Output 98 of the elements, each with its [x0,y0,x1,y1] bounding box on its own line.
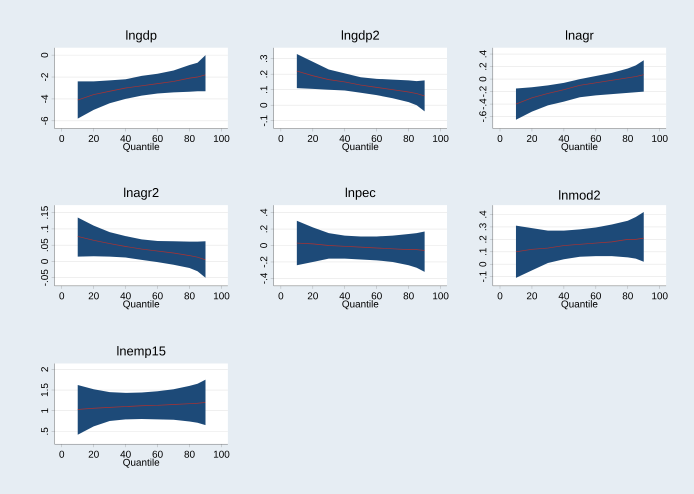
x-tick-label: 80 [184,292,195,300]
x-axis-title: Quantile [123,458,160,468]
x-tick-label: 80 [184,450,195,458]
x-tick-label: 20 [88,450,99,458]
x-tick-label: 80 [184,134,195,142]
y-tick-label: .1 [260,86,268,93]
x-tick-label: 40 [339,292,350,300]
x-tick-label: 60 [372,134,382,142]
x-axis-title: Quantile [123,300,160,310]
y-tick-label: -6 [41,116,48,125]
chart-title: lngdp2 [342,30,380,42]
y-tick-label: -.6 [479,111,486,122]
x-tick-label: 0 [498,134,502,142]
x-axis-title: Quantile [342,300,378,310]
x-tick-label: 100 [214,450,230,458]
x-tick-label: 80 [404,292,414,300]
y-tick-label: 1 [41,408,48,413]
line-series [516,238,644,252]
x-tick-label: 20 [526,292,538,300]
chart-title: lnpec [346,188,376,200]
x-tick-label: 80 [404,134,414,142]
x-axis-title: Quantile [342,142,378,152]
y-tick-label: -.1 [479,271,486,282]
x-tick-label: 60 [590,134,601,142]
y-tick-label: .2 [479,62,486,70]
x-tick-label: 60 [152,450,163,458]
x-tick-label: 100 [652,292,668,300]
x-tick-label: 20 [308,134,318,142]
y-tick-label: -4 [41,94,48,103]
y-tick-label: 0 [260,243,268,248]
chart-title: lnagr2 [124,188,158,200]
x-tick-label: 100 [214,292,230,300]
y-tick-label: .2 [260,225,268,232]
y-tick-label: -2 [41,73,48,82]
x-tick-label: 80 [622,134,633,142]
x-tick-label: 40 [120,450,131,458]
x-tick-label: 80 [622,292,633,300]
chart-title: lngdp [126,30,156,42]
y-tick-label: .4 [479,50,486,58]
y-tick-label: 0 [479,262,486,267]
x-tick-label: 20 [88,134,99,142]
y-tick-label: .1 [479,248,486,256]
x-tick-label: 60 [590,292,601,300]
y-tick-label: .05 [41,238,48,252]
y-tick-label: .3 [479,223,486,230]
y-tick-label: .1 [41,225,48,232]
x-tick-label: 100 [433,292,448,300]
x-tick-label: 0 [278,292,284,300]
x-tick-label: 40 [120,134,131,142]
line-series [77,402,206,410]
y-tick-label: .4 [479,210,486,218]
x-tick-label: 60 [372,292,382,300]
y-tick-label: -.1 [260,115,268,126]
y-tick-label: 1.5 [41,384,48,396]
y-tick-label: -.05 [41,270,48,286]
x-tick-label: 40 [558,134,570,142]
x-axis-title: Quantile [561,300,598,310]
y-tick-label: .3 [260,54,268,62]
y-tick-label: .15 [41,206,48,219]
x-tick-label: 40 [120,292,131,300]
y-tick-label: -.2 [260,256,268,268]
line-series [77,236,206,260]
x-tick-label: 20 [88,292,99,300]
x-tick-label: 100 [652,134,668,142]
x-tick-label: 0 [278,134,284,142]
x-tick-label: 60 [152,292,163,300]
x-tick-label: 0 [59,134,64,142]
y-tick-label: 0 [260,102,268,108]
line-series [77,74,206,100]
x-tick-label: 100 [433,134,448,142]
y-tick-label: .2 [479,236,486,243]
x-axis-title: Quantile [123,142,160,152]
x-tick-label: 0 [59,450,64,458]
y-tick-label: -.4 [479,98,486,110]
line-series [296,242,425,251]
y-tick-label: .2 [260,70,268,78]
line-series [296,70,425,96]
chart-title: lnemp15 [117,346,166,358]
y-tick-label: 0 [41,259,48,264]
x-tick-label: 40 [558,292,570,300]
chart-title: lnagr [566,30,594,42]
x-tick-label: 20 [308,292,318,300]
y-tick-label: -.2 [479,86,486,97]
y-tick-label: 0 [479,76,486,82]
x-axis-title: Quantile [561,142,598,152]
x-tick-label: 100 [214,134,230,142]
y-tick-label: -.4 [260,272,268,284]
y-tick-label: .5 [41,428,48,435]
y-tick-label: .4 [260,208,268,216]
x-tick-label: 20 [526,134,538,142]
line-series [516,74,644,104]
x-tick-label: 0 [59,292,64,300]
x-tick-label: 60 [152,134,163,142]
y-tick-label: 0 [41,52,48,58]
x-tick-label: 40 [339,134,350,142]
chart-title: lnmod2 [559,190,600,200]
x-tick-label: 0 [498,292,502,300]
y-tick-label: 2 [41,367,48,372]
